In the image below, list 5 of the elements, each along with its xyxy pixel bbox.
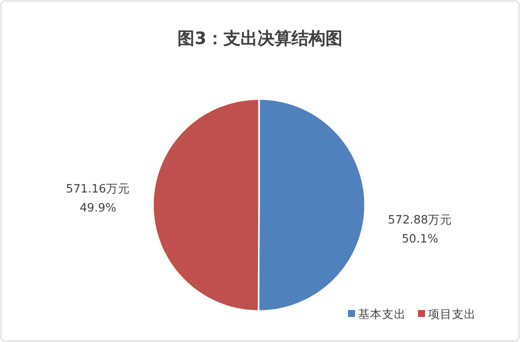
chart-title: 图3：支出决算结构图 bbox=[178, 29, 342, 49]
legend-label: 基本支出 bbox=[358, 307, 406, 321]
data-label: 571.16万元 49.9% bbox=[66, 182, 130, 215]
data-label: 572.88万元 50.1% bbox=[388, 212, 452, 246]
legend-label: 项目支出 bbox=[428, 307, 476, 321]
